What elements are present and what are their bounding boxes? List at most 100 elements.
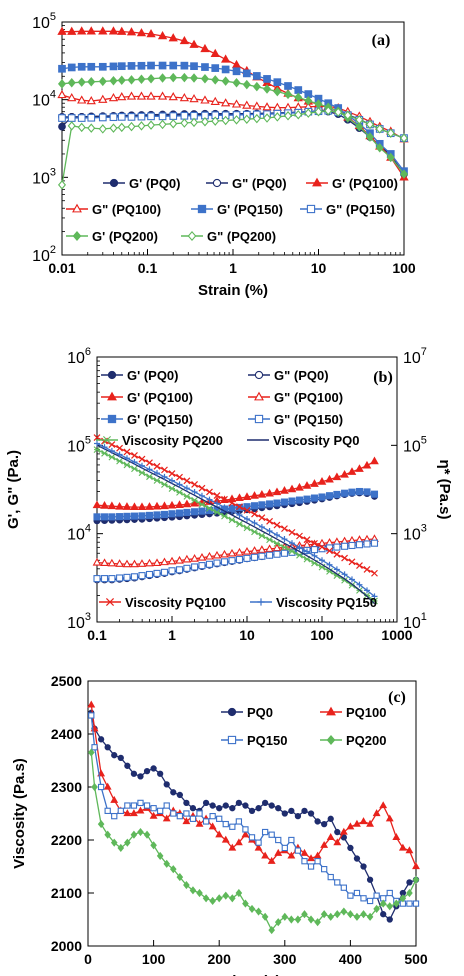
data-point [399,133,409,143]
data-point [67,114,76,122]
y-axis-title: Viscosity (Pa.s) [11,758,28,869]
data-point [221,504,228,511]
legend-label: G" (PQ0) [274,368,329,383]
data-point [152,558,162,566]
data-point [287,484,297,493]
data-point [212,550,222,559]
data-point [303,536,311,544]
data-point [190,554,199,562]
data-point [235,555,244,564]
data-point [213,559,221,567]
data-point [301,910,308,919]
data-point [123,461,131,469]
data-point [359,817,368,825]
data-point [117,843,125,853]
data-point [280,486,289,494]
data-point [386,889,393,897]
data-point [169,72,178,83]
data-point [296,532,303,540]
data-point [117,807,124,814]
data-point [123,448,131,456]
data-point [145,502,154,510]
data-point [182,554,192,563]
y-tick-label: 2000 [51,938,82,954]
y-tick-label: 102 [32,244,56,265]
data-point [294,813,302,820]
series-line [61,77,405,175]
data-point [353,912,361,921]
legend-entry: Viscosity PQ100 [99,595,226,610]
y-right-axis-title: η* (Pa.s) [436,459,453,519]
x-tick-label: 200 [208,951,232,967]
data-point [334,828,341,836]
data-point [108,93,119,102]
data-point [385,814,394,822]
data-point [333,550,341,558]
data-point [168,470,176,477]
data-point [67,26,77,35]
data-point [191,508,199,516]
data-point [356,562,363,569]
data-point [360,895,367,902]
data-point [311,552,318,559]
data-point [339,827,348,835]
series-viscosity-pq150 [94,440,378,600]
data-point [111,752,118,759]
data-point [262,102,272,111]
series-viscosity-pq100 [93,434,378,577]
data-point [126,91,137,100]
data-point [261,851,270,859]
data-point [100,501,109,509]
legend-swatch-marker [254,414,264,424]
legend-swatch-marker [326,706,336,716]
legend-label: G' (PQ100) [127,390,193,405]
data-point [117,26,127,35]
data-point [310,479,319,487]
data-point [146,459,153,467]
data-point [161,466,168,474]
data-point [137,799,144,807]
data-point [117,122,126,133]
data-point [281,525,288,533]
data-point [333,566,340,573]
panel-label: (c) [388,689,406,706]
legend-label: G" (PQ0) [232,176,287,191]
data-point [169,118,178,129]
data-point [348,488,356,496]
data-point [363,540,371,548]
panel-label: (a) [372,32,391,49]
data-point [213,508,221,516]
plot-frame [61,21,405,256]
data-point [320,910,328,919]
data-point [221,115,230,126]
data-point [273,78,282,87]
legend-swatch-marker [107,370,117,380]
data-point [268,831,275,838]
legend-entry: G" (PQ0) [206,176,287,191]
data-point [104,807,111,814]
data-point [314,858,321,865]
data-point [191,563,199,571]
data-point [287,851,296,859]
data-point [163,859,171,868]
data-point [215,830,224,838]
data-point [104,830,111,839]
series-g-pq100- [92,534,379,568]
legend-swatch-marker [72,230,82,242]
data-point [117,92,127,101]
data-point [301,858,308,865]
data-point [231,99,242,108]
data-point [275,805,282,812]
x-tick-label: 10 [311,260,327,276]
data-point [281,912,289,921]
data-point [257,490,267,498]
data-point [255,805,262,812]
data-point [327,815,334,822]
data-point [180,72,189,83]
legend-label: PQ100 [346,705,386,720]
data-point [97,736,105,743]
data-point [333,838,342,846]
data-point [340,907,348,916]
data-point [319,557,325,564]
data-point [183,564,191,572]
